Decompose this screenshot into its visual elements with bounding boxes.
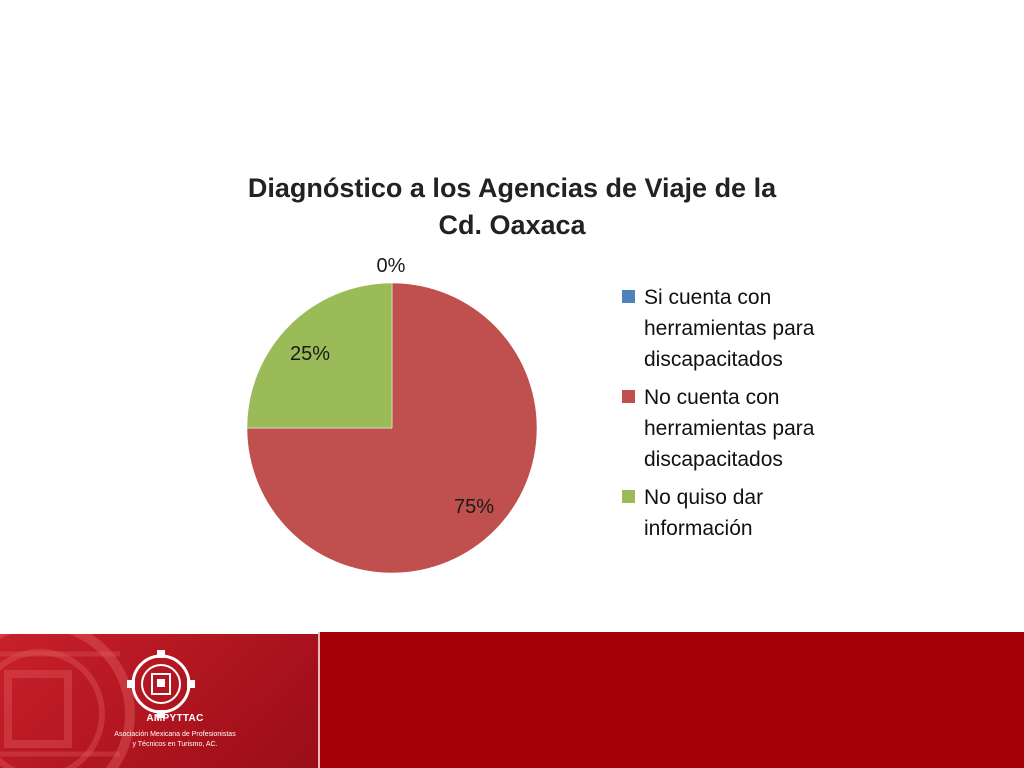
legend-swatch-no-quiso bbox=[622, 490, 635, 503]
legend-item-no-quiso: No quiso dar información bbox=[622, 482, 862, 544]
chart-legend: Si cuenta con herramientas para discapac… bbox=[622, 282, 862, 551]
data-label-1: 75% bbox=[454, 496, 494, 518]
legend-item-si-cuenta: Si cuenta con herramientas para discapac… bbox=[622, 282, 862, 375]
pie-slice-2 bbox=[246, 282, 393, 429]
legend-label-si-cuenta: Si cuenta con herramientas para discapac… bbox=[644, 286, 815, 371]
decorative-pattern bbox=[0, 634, 135, 768]
org-full-name: Asociación Mexicana de Profesionistas y … bbox=[90, 730, 260, 750]
org-full-line-2: y Técnicos en Turismo, AC. bbox=[132, 741, 218, 748]
logo-emblem-icon bbox=[127, 650, 195, 718]
chart-title: Diagnóstico a los Agencias de Viaje de l… bbox=[212, 170, 812, 244]
legend-item-no-cuenta: No cuenta con herramientas para discapac… bbox=[622, 382, 862, 475]
legend-label-no-cuenta: No cuenta con herramientas para discapac… bbox=[644, 386, 815, 471]
footer-band bbox=[320, 632, 1024, 768]
footer-divider bbox=[318, 632, 320, 768]
legend-swatch-si-cuenta bbox=[622, 290, 635, 303]
footer-brand-panel bbox=[0, 634, 318, 768]
pie-chart: 0% 75% 25% bbox=[246, 255, 538, 574]
chart-title-line-2: Cd. Oaxaca bbox=[438, 210, 586, 240]
org-full-line-1: Asociación Mexicana de Profesionistas bbox=[114, 731, 236, 738]
legend-label-no-quiso: No quiso dar información bbox=[644, 486, 764, 540]
chart-title-line-1: Diagnóstico a los Agencias de Viaje de l… bbox=[247, 173, 777, 203]
org-short-name: AMPYTTAC bbox=[146, 713, 204, 724]
data-label-2: 25% bbox=[290, 343, 330, 365]
legend-swatch-no-cuenta bbox=[622, 390, 635, 403]
data-label-0: 0% bbox=[377, 255, 406, 277]
